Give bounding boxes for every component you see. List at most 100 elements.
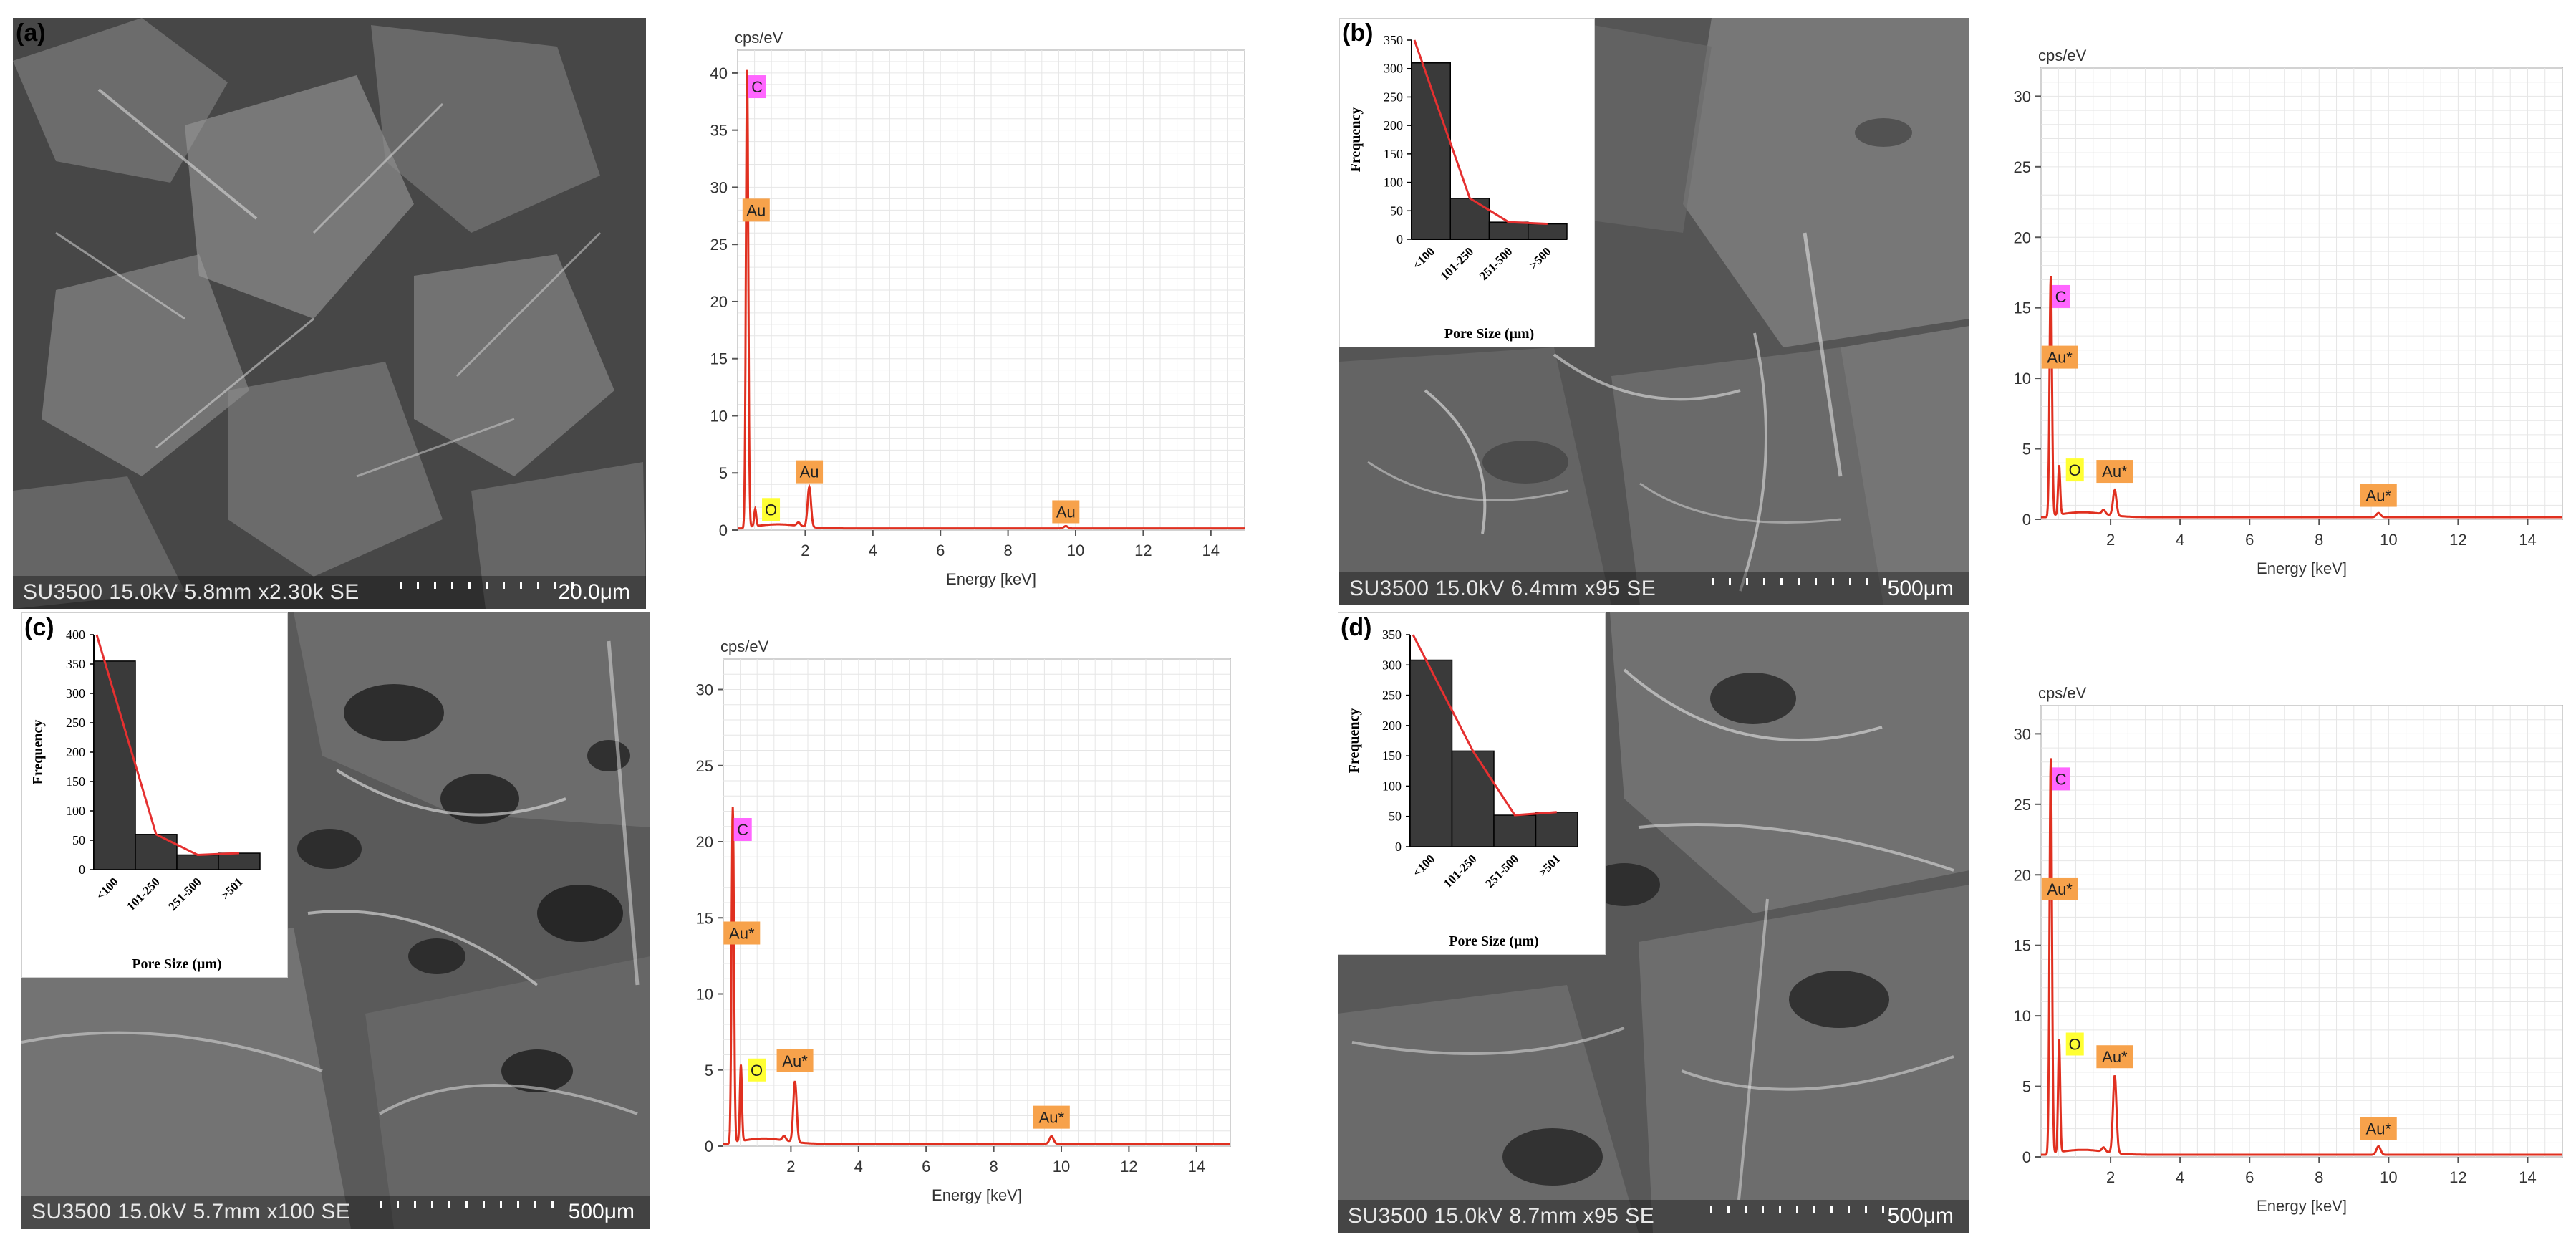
sem-scale-bar-label: 500μm	[568, 1200, 635, 1223]
x-axis-label: Pore Size (μm)	[1444, 326, 1534, 342]
eds-chart-a: 2 4 6 8 10 12 14 0 5 10 15 20 25 30 35 40 cps/eV Energy […	[688, 21, 1253, 609]
pore-histogram-b: 0 50 100 150 200 250 300 350 <100 101-250 251-500 >…	[1339, 18, 1595, 347]
histogram-bar	[176, 854, 219, 870]
eds-chart-d: 2 4 6 8 10 12 14 0 5 10 15 20 25 30 cps/eV Energy [keV]…	[1991, 677, 2571, 1236]
sem-scale-ticks	[380, 1201, 554, 1208]
x-tick-label: 10	[1067, 542, 1084, 559]
y-tick-label: 15	[710, 350, 728, 368]
peak-label-box	[1052, 500, 1080, 524]
x-axis-label: Pore Size (μm)	[132, 956, 221, 972]
sem-texture-b	[1339, 18, 1969, 605]
trend-line	[1413, 39, 1548, 226]
eds-svg: 2 4 6 8 10 12 14 0 5 10 15 20 25 30 cps/eV Energy [keV]…	[2014, 47, 2563, 577]
x-tick-label: 8	[2315, 1168, 2323, 1186]
x-tick-label: 101-250	[1441, 852, 1480, 890]
y-tick-label: 25	[2014, 158, 2031, 176]
y-tick-label: 300	[1382, 658, 1402, 672]
x-tick-label: 12	[2449, 531, 2466, 549]
x-tick-label: 12	[1134, 542, 1152, 559]
peak-label-box	[2360, 1117, 2397, 1140]
sem-image-c: SU3500 15.0kV 5.7mm x100 SE 500μm 0 50 100…	[21, 612, 650, 1229]
y-tick-label: 100	[66, 804, 85, 818]
peak-label-box	[733, 818, 752, 841]
peak-annotation: O	[2065, 458, 2084, 482]
y-tick-label: 100	[1382, 779, 1402, 793]
sem-scale-ticks	[1710, 1206, 1884, 1213]
histogram-svg: 0 50 100 150 200 250 300 350 <100 101-250 251-500 >…	[1348, 33, 1568, 342]
spectrum-line	[2041, 758, 2562, 1156]
sem-info-bar	[13, 576, 646, 609]
peak-label-box	[1033, 1105, 1070, 1129]
pore-histogram-c: 0 50 100 150 200 250 300 350 400 <100 101-250 251-5…	[21, 612, 288, 978]
peak-label-text: Au*	[2366, 487, 2392, 505]
sem-info-bar	[1338, 1200, 1969, 1233]
peak-annotation: Au*	[2041, 345, 2078, 369]
x-tick-label: 8	[1003, 542, 1012, 559]
y-tick-label: 400	[66, 628, 85, 642]
x-axis-label: Energy [keV]	[2257, 559, 2347, 577]
peak-annotation: Au*	[2360, 484, 2397, 507]
peak-annotation: C	[748, 75, 766, 99]
histogram-svg: 0 50 100 150 200 250 300 350 400 <100 101-250 251-5…	[30, 628, 261, 972]
x-tick-label: <100	[1410, 852, 1437, 879]
x-tick-label: 251-500	[1483, 852, 1522, 890]
histogram-bar	[1409, 659, 1453, 847]
x-tick-label: 14	[1188, 1158, 1205, 1176]
peak-label-text: Au	[1056, 503, 1076, 521]
y-tick-label: 150	[1384, 147, 1403, 161]
y-tick-label: 0	[1396, 232, 1403, 246]
peak-annotation: Au*	[1033, 1105, 1070, 1129]
x-tick-label: 251-500	[165, 875, 204, 913]
histogram-svg: 0 50 100 150 200 250 300 350 <100 101-250 251-500 >…	[1346, 628, 1578, 949]
panel-label: (b)	[1342, 19, 1374, 47]
y-unit-label: cps/eV	[735, 29, 783, 47]
peak-label-text: Au*	[1039, 1109, 1065, 1127]
histogram-bar	[1449, 198, 1490, 240]
y-tick-label: 350	[1384, 33, 1403, 47]
peak-label-text: Au	[746, 201, 766, 219]
histogram-bar	[1528, 223, 1568, 240]
y-tick-label: 10	[2014, 370, 2031, 388]
panel-label: (c)	[24, 614, 54, 641]
x-axis-label: Energy [keV]	[2257, 1197, 2347, 1215]
sem-image-d: SU3500 15.0kV 8.7mm x95 SE 500μm 0 50 100 1…	[1338, 612, 1969, 1233]
x-tick-label: 14	[2519, 531, 2536, 549]
x-tick-label: >501	[218, 875, 246, 902]
y-axis-label: Frequency	[30, 720, 46, 785]
peak-label-box	[742, 198, 770, 222]
sem-image-b: SU3500 15.0kV 6.4mm x95 SE 500μm 0 50 100 1…	[1339, 18, 1969, 605]
y-tick-label: 10	[710, 407, 728, 425]
eds-svg: 2 4 6 8 10 12 14 0 5 10 15 20 25 30 cps/eV Energy [keV]…	[696, 638, 1231, 1204]
x-tick-label: 2	[801, 542, 809, 559]
y-tick-label: 350	[66, 657, 85, 671]
peak-label-text: Au*	[2102, 1048, 2128, 1066]
y-tick-label: 35	[710, 122, 728, 140]
peak-annotation: O	[748, 1058, 766, 1082]
y-tick-label: 20	[2014, 866, 2031, 884]
peak-label-box	[2096, 1045, 2133, 1069]
peak-label-text: Au*	[2047, 880, 2073, 898]
x-tick-label: 10	[2380, 1168, 2397, 1186]
histogram-bar	[218, 852, 261, 870]
sem-info-bar	[21, 1196, 650, 1229]
x-tick-label: 8	[989, 1158, 998, 1176]
x-tick-label: 101-250	[124, 875, 163, 913]
x-tick-label: 8	[2315, 531, 2323, 549]
x-tick-label: 2	[786, 1158, 795, 1176]
x-tick-label: 14	[2519, 1168, 2536, 1186]
x-tick-label: 4	[2176, 1168, 2184, 1186]
y-tick-label: 10	[696, 986, 713, 1004]
x-tick-label: 6	[936, 542, 945, 559]
peak-label-text: C	[737, 821, 748, 839]
x-tick-label: 12	[1120, 1158, 1137, 1176]
spectrum-line	[2041, 275, 2562, 519]
x-axis-label: Energy [keV]	[932, 1186, 1022, 1204]
peak-label-text: Au*	[2047, 349, 2073, 367]
y-tick-label: 50	[1390, 203, 1403, 218]
peak-label-text: C	[2055, 770, 2067, 788]
peak-label-box	[2360, 484, 2397, 507]
y-unit-label: cps/eV	[720, 638, 769, 655]
peak-annotation: Au	[742, 198, 770, 222]
peak-label-box	[2052, 284, 2070, 308]
pore-histogram-d: 0 50 100 150 200 250 300 350 <100 101-250 251-500 >…	[1338, 612, 1606, 955]
